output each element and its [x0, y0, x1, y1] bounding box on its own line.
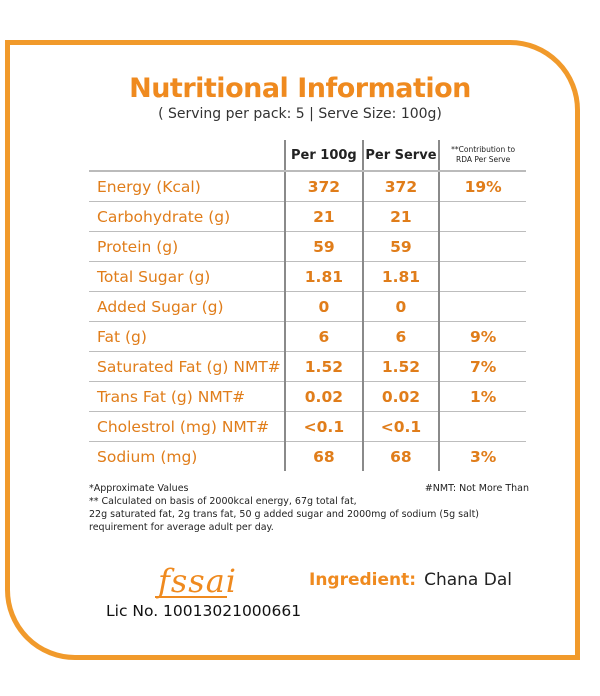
calc-note-line1: ** Calculated on basis of 2000kcal energ…	[89, 496, 357, 507]
nutrient-label: Carbohydrate (g)	[89, 201, 286, 232]
value-per-serve: 1.52	[361, 351, 440, 382]
label-frame	[5, 40, 580, 660]
value-rda: 9%	[438, 321, 526, 352]
calc-note-line2: 22g saturated fat, 2g trans fat, 50 g ad…	[89, 509, 480, 520]
nutrient-label: Protein (g)	[89, 231, 286, 262]
page-title: Nutritional Information	[129, 73, 471, 104]
nutrient-label: Saturated Fat (g) NMT#	[89, 351, 286, 382]
value-per-100g: <0.1	[284, 411, 363, 442]
header-rda: **Contribution to RDA Per Serve	[438, 140, 526, 172]
value-rda: 1%	[438, 381, 526, 412]
header-per-100g: Per 100g	[284, 140, 363, 172]
table-row: Saturated Fat (g) NMT# 1.52 1.52 7%	[89, 351, 526, 382]
table-row: Energy (Kcal) 372 372 19%	[89, 171, 526, 202]
table-row: Carbohydrate (g) 21 21	[89, 201, 526, 232]
nutrient-label: Fat (g)	[89, 321, 286, 352]
value-per-100g: 68	[284, 441, 363, 471]
table-header-row: Per 100g Per Serve **Contribution to RDA…	[89, 140, 526, 172]
value-per-serve: 1.81	[361, 261, 440, 292]
serving-info: ( Serving per pack: 5 | Serve Size: 100g…	[158, 106, 442, 122]
ingredient-line: Ingredient: Chana Dal	[309, 570, 512, 590]
table-row: Trans Fat (g) NMT# 0.02 0.02 1%	[89, 381, 526, 412]
header-rda-line1: **Contribution to	[451, 145, 516, 154]
value-per-100g: 372	[284, 171, 363, 202]
value-per-100g: 21	[284, 201, 363, 232]
value-per-serve: 68	[361, 441, 440, 471]
value-per-100g: 59	[284, 231, 363, 262]
table-row: Fat (g) 6 6 9%	[89, 321, 526, 352]
header-empty	[89, 140, 286, 172]
ingredient-value: Chana Dal	[424, 570, 512, 590]
value-per-100g: 1.81	[284, 261, 363, 292]
value-per-serve: 6	[361, 321, 440, 352]
nutrient-label: Sodium (mg)	[97, 447, 198, 466]
value-rda	[438, 261, 526, 292]
fssai-underline	[155, 596, 227, 598]
nutrient-label: Added Sugar (g)	[89, 291, 286, 322]
value-rda	[438, 411, 526, 442]
value-rda: 7%	[438, 351, 526, 382]
nutrient-label: Trans Fat (g) NMT#	[89, 381, 286, 412]
table-row: Cholestrol (mg) NMT# <0.1 <0.1	[89, 411, 526, 442]
value-rda	[438, 291, 526, 322]
nmt-note: #NMT: Not More Than	[424, 483, 529, 494]
value-per-100g: 0.02	[284, 381, 363, 412]
value-per-serve: 0.02	[361, 381, 440, 412]
value-per-100g: 0	[284, 291, 363, 322]
value-rda	[438, 201, 526, 232]
table-row: Added Sugar (g) 0 0	[89, 291, 526, 322]
footnotes: *Approximate Values #NMT: Not More Than …	[89, 482, 529, 534]
approx-note: *Approximate Values	[89, 483, 189, 494]
header-per-serve: Per Serve	[361, 140, 440, 172]
table-row: Total Sugar (g) 1.81 1.81	[89, 261, 526, 292]
value-per-serve: 372	[361, 171, 440, 202]
table-row: Sodium (mg) 68 68 3%	[89, 441, 526, 471]
header-rda-line2: RDA Per Serve	[456, 155, 511, 164]
calc-note-line3: requirement for average adult per day.	[89, 522, 274, 533]
nutrient-label: Cholestrol (mg) NMT#	[89, 411, 286, 442]
value-rda	[438, 231, 526, 262]
value-per-100g: 1.52	[284, 351, 363, 382]
table-row: Protein (g) 59 59	[89, 231, 526, 262]
value-rda: 19%	[438, 171, 526, 202]
value-rda: 3%	[438, 441, 526, 471]
fssai-logo: fssai	[158, 562, 237, 600]
nutrient-label: Energy (Kcal)	[89, 171, 286, 202]
value-per-100g: 6	[284, 321, 363, 352]
value-per-serve: <0.1	[361, 411, 440, 442]
value-per-serve: 21	[361, 201, 440, 232]
license-number: Lic No. 10013021000661	[106, 602, 302, 620]
nutrition-table: Per 100g Per Serve **Contribution to RDA…	[89, 140, 526, 471]
nutrient-label: Total Sugar (g)	[89, 261, 286, 292]
value-per-serve: 59	[361, 231, 440, 262]
ingredient-label: Ingredient:	[309, 570, 417, 590]
value-per-serve: 0	[361, 291, 440, 322]
